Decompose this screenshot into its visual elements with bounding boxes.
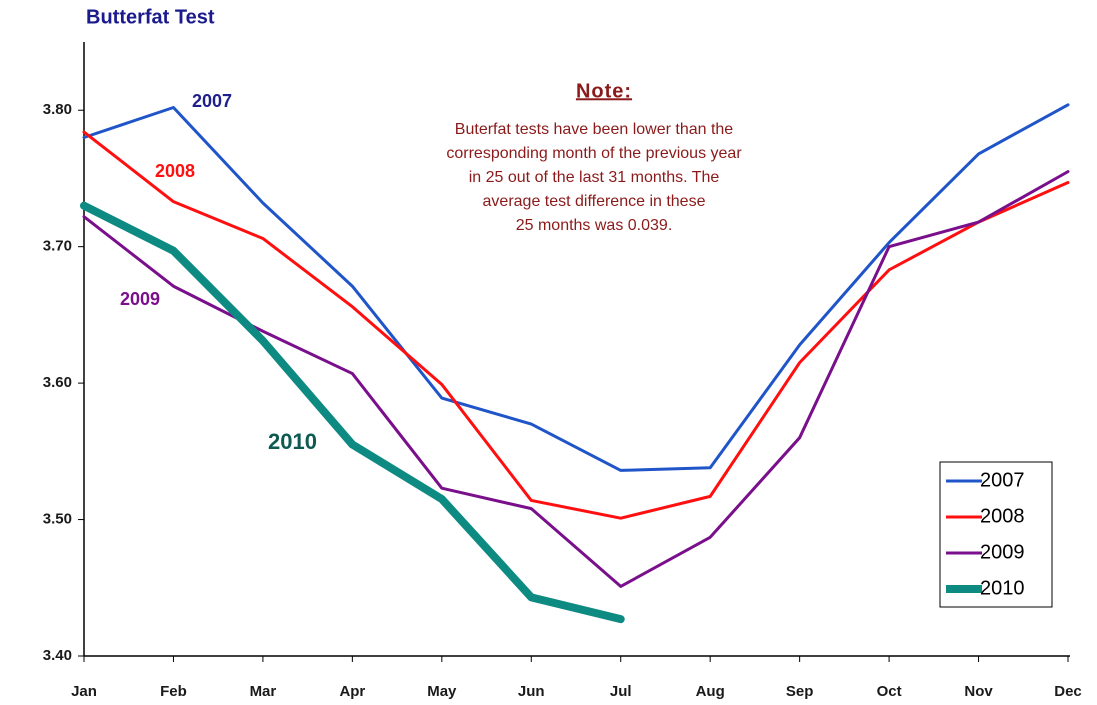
x-tick-label: Oct <box>877 683 902 700</box>
note-line: average test difference in these <box>483 193 706 210</box>
x-tick-label: Feb <box>160 683 187 700</box>
series-line <box>80 201 625 624</box>
note-line: Buterfat tests have been lower than the <box>455 121 734 138</box>
x-tick-label: Aug <box>696 683 725 700</box>
chart-title: Butterfat Test <box>86 6 215 28</box>
y-tick-label: 3.40 <box>43 647 72 664</box>
note-title: Note: <box>576 80 632 102</box>
note-line: in 25 out of the last 31 months. The <box>469 169 720 186</box>
y-tick-label: 3.70 <box>43 238 72 255</box>
y-tick-label: 3.80 <box>43 101 72 118</box>
legend-label: 2008 <box>980 505 1025 527</box>
legend-box <box>939 461 1053 608</box>
series-label: 2009 <box>120 289 160 309</box>
legend-label: 2007 <box>980 469 1025 491</box>
x-tick-label: May <box>427 683 457 700</box>
y-tick-label: 3.60 <box>43 374 72 391</box>
series-label: 2010 <box>268 429 317 454</box>
x-tick-label: Jul <box>610 683 632 700</box>
series-line <box>82 130 1070 520</box>
note-line: 25 months was 0.039. <box>516 217 673 234</box>
x-tick-label: Sep <box>786 683 814 700</box>
x-tick-label: Mar <box>250 683 277 700</box>
x-tick-label: Jan <box>71 683 97 700</box>
x-tick-label: Jun <box>518 683 545 700</box>
x-tick-label: Nov <box>964 683 993 700</box>
y-tick-label: 3.50 <box>43 511 72 528</box>
note-line: corresponding month of the previous year <box>446 145 742 162</box>
x-tick-label: Apr <box>339 683 365 700</box>
x-tick-label: Dec <box>1054 683 1082 700</box>
series-label: 2007 <box>192 91 232 111</box>
legend-label: 2009 <box>980 541 1025 563</box>
series-line <box>82 103 1070 472</box>
legend-label: 2010 <box>980 577 1025 599</box>
series-label: 2008 <box>155 161 195 181</box>
